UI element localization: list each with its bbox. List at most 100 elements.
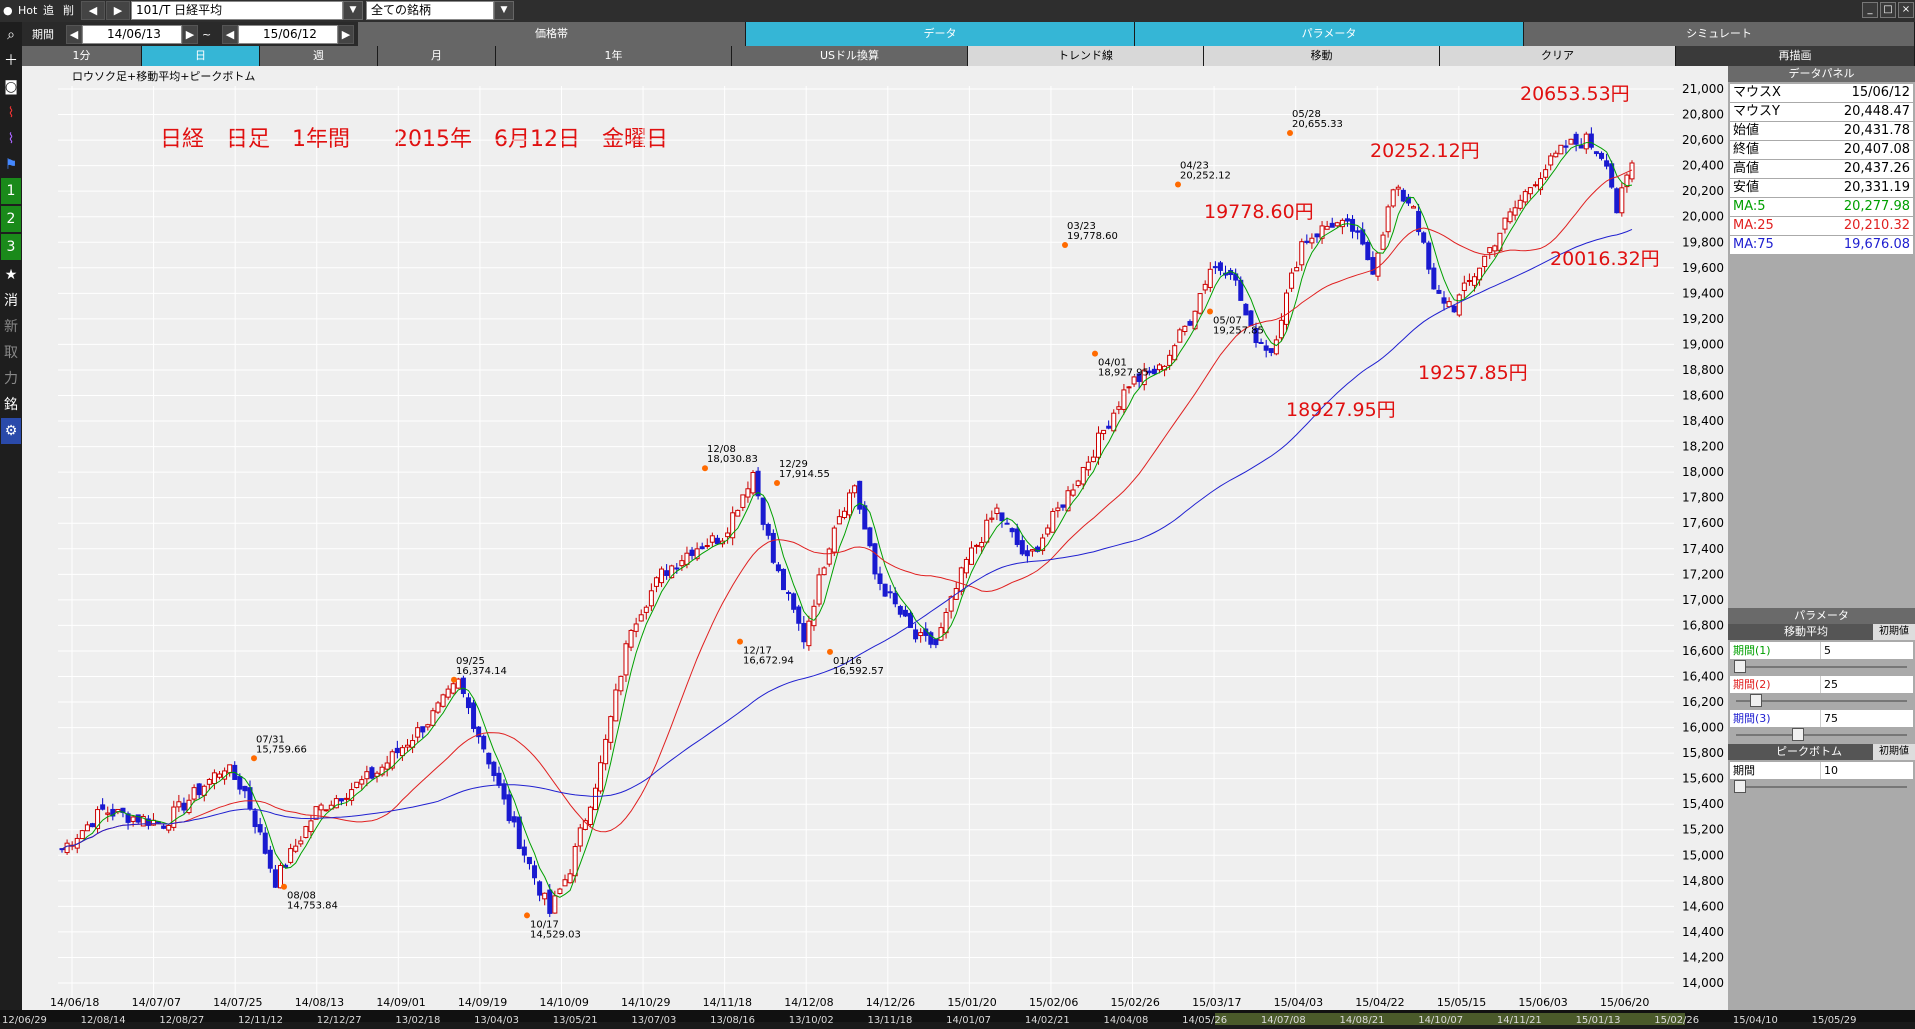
candle-body	[1060, 504, 1066, 508]
bulb-icon[interactable]: ●	[3, 4, 13, 17]
tab-parameters[interactable]: パラメータ	[1135, 22, 1524, 46]
new-icon[interactable]: 新	[4, 319, 18, 335]
ma-label: 移動平均	[1784, 625, 1828, 638]
search-icon[interactable]: ⌕	[7, 27, 15, 43]
cancel-icon[interactable]: 取	[4, 345, 18, 361]
period2-field[interactable]: 25	[1820, 676, 1913, 693]
period1-slider[interactable]	[1730, 660, 1913, 674]
candle-body	[928, 632, 934, 645]
preset-3-icon[interactable]: 3	[1, 234, 21, 260]
candle-body	[587, 806, 593, 825]
data-row-value: 20,431.78	[1843, 123, 1910, 138]
tab-1year[interactable]: 1年	[496, 46, 732, 66]
peak-value-label: 19,778.60	[1067, 231, 1118, 242]
chart-line-icon[interactable]: ⌇	[7, 105, 15, 121]
tab-clear[interactable]: クリア	[1440, 46, 1676, 66]
peak-period-slider[interactable]	[1730, 780, 1913, 794]
candle-body	[1436, 289, 1442, 294]
tab-price-band[interactable]: 価格帯	[358, 22, 746, 46]
hot-button[interactable]: Hot	[18, 4, 38, 17]
candle-body	[217, 773, 223, 778]
start-date-field[interactable]: 14/06/13	[82, 25, 182, 44]
candle-body	[161, 825, 167, 829]
camera-icon[interactable]: ◙	[4, 79, 18, 95]
candle-body	[135, 814, 141, 823]
candlestick-chart[interactable]: ロウソク足+移動平均+ピークボトム 日経 日足 1年間 2015年 6月12日 …	[22, 66, 1728, 1022]
preset-1-icon[interactable]: 1	[1, 178, 21, 204]
crosshair-icon[interactable]: ＋	[4, 53, 18, 69]
universe-dropdown-icon[interactable]: ▼	[494, 1, 514, 20]
tab-weekly[interactable]: 週	[260, 46, 378, 66]
preset-2-icon[interactable]: 2	[1, 206, 21, 232]
tab-data[interactable]: データ	[746, 22, 1135, 46]
peak-init-button[interactable]: 初期値	[1873, 744, 1915, 760]
candle-body	[1141, 369, 1147, 386]
period1-thumb[interactable]	[1734, 660, 1746, 673]
chart-multi-icon[interactable]: ⌇	[7, 131, 15, 147]
start-prev-button[interactable]: ◀	[66, 25, 82, 44]
candle-body	[105, 812, 111, 815]
candle-body	[420, 726, 426, 733]
y-tick-label: 18,800	[1682, 363, 1724, 377]
period3-slider[interactable]	[1730, 728, 1913, 742]
period3-thumb[interactable]	[1792, 728, 1804, 741]
candle-body	[1004, 522, 1010, 525]
candle-body	[516, 816, 522, 849]
data-row-key: MA:25	[1733, 218, 1774, 233]
candle-body	[1146, 370, 1152, 374]
ma-init-button[interactable]: 初期値	[1873, 624, 1915, 640]
data-row-value: 20,210.32	[1843, 218, 1910, 233]
delete-button[interactable]: 削	[63, 4, 74, 17]
end-next-button[interactable]: ▶	[338, 25, 354, 44]
chart-area[interactable]: ロウソク足+移動平均+ピークボトム 日経 日足 1年間 2015年 6月12日 …	[22, 66, 1728, 1022]
symbol-field[interactable]: 101/T 日経平均	[131, 1, 343, 20]
x-tick-label: 14/09/19	[458, 996, 507, 1009]
candle-body	[1126, 386, 1132, 389]
data-row-key: MA:75	[1733, 237, 1774, 252]
tab-1min[interactable]: 1分	[22, 46, 142, 66]
candle-body	[313, 806, 319, 820]
tab-daily[interactable]: 日	[142, 46, 260, 66]
end-date-field[interactable]: 15/06/12	[238, 25, 338, 44]
redraw-button[interactable]: 再描画	[1676, 46, 1915, 66]
peak-marker	[1287, 130, 1293, 137]
tab-monthly[interactable]: 月	[378, 46, 496, 66]
start-next-button[interactable]: ▶	[182, 25, 198, 44]
universe-field[interactable]: 全ての銘柄	[366, 1, 494, 20]
candle-body	[1573, 133, 1579, 145]
candle-body	[511, 816, 517, 823]
period2-slider[interactable]	[1730, 694, 1913, 708]
overview-date-strip[interactable]: 12/06/29 12/08/14 12/08/27 12/11/12 12/12/27…	[0, 1010, 1915, 1026]
power-icon[interactable]: 力	[4, 371, 18, 387]
candle-body	[791, 593, 797, 610]
minimize-icon[interactable]: _	[1862, 2, 1878, 18]
prev-symbol-button[interactable]: ◀	[81, 1, 105, 20]
candle-body	[1456, 294, 1462, 316]
overview-date-label: 14/02/21	[1025, 1015, 1070, 1025]
tab-move[interactable]: 移動	[1204, 46, 1440, 66]
candle-body	[1395, 186, 1401, 190]
candle-body	[1471, 276, 1477, 286]
ticker-icon[interactable]: 銘	[4, 397, 18, 413]
close-icon[interactable]: ×	[1898, 2, 1914, 18]
maximize-icon[interactable]: □	[1880, 2, 1896, 18]
gear-icon[interactable]: ⚙	[1, 418, 21, 444]
end-prev-button[interactable]: ◀	[222, 25, 238, 44]
flag-icon[interactable]: ⚑	[4, 157, 18, 173]
candle-body	[338, 798, 344, 802]
tab-simulate[interactable]: シミュレート	[1524, 22, 1915, 46]
add-button[interactable]: 追	[43, 4, 54, 17]
star-icon[interactable]: ★	[4, 267, 18, 283]
candle-body	[608, 716, 614, 743]
period2-thumb[interactable]	[1750, 694, 1762, 707]
peak-period-field[interactable]: 10	[1820, 762, 1913, 779]
period1-field[interactable]: 5	[1820, 642, 1913, 659]
period3-field[interactable]: 75	[1820, 710, 1913, 727]
next-symbol-button[interactable]: ▶	[106, 1, 130, 20]
tab-trendline[interactable]: トレンド線	[968, 46, 1204, 66]
tab-usd[interactable]: USドル換算	[732, 46, 968, 66]
symbol-dropdown-icon[interactable]: ▼	[343, 1, 363, 20]
erase-icon[interactable]: 消	[4, 293, 18, 309]
peak-marker	[1175, 181, 1181, 188]
peak-period-thumb[interactable]	[1734, 780, 1746, 793]
